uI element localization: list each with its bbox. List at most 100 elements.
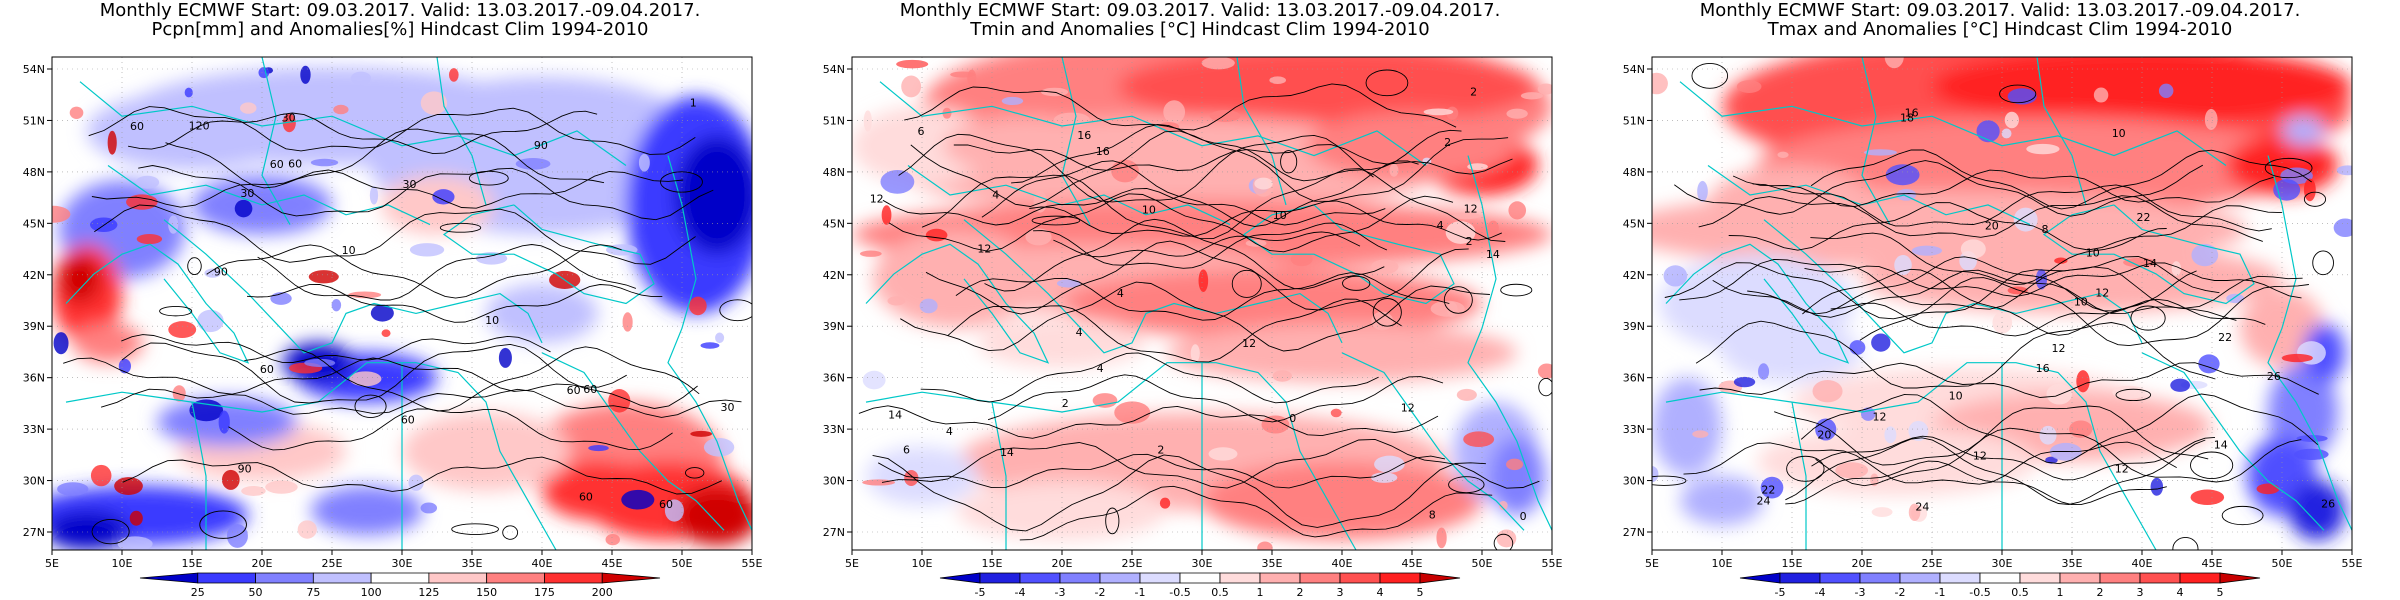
lat-label: 45N: [1623, 217, 1645, 230]
colorbar-swatch: [1979, 572, 2021, 584]
lat-label: 30N: [823, 475, 845, 488]
contour-ring: [199, 510, 247, 539]
colorbar-label: -2: [1895, 586, 1906, 599]
anomaly-patch: [1272, 370, 1292, 382]
contour-ring: [2312, 250, 2334, 276]
anomaly-shading: [1652, 57, 2352, 550]
lon-label: 25E: [1922, 557, 1943, 570]
contour-label: 60: [130, 120, 144, 133]
contour-label: 10: [485, 314, 499, 327]
anomaly-patch: [1812, 380, 1843, 403]
contour-ring: [2303, 191, 2327, 207]
anomaly-patch: [2004, 111, 2019, 129]
anomaly-region: [1932, 57, 2352, 127]
contour-line: [88, 106, 696, 155]
anomaly-patch: [1371, 259, 1399, 275]
contour-label: 12: [870, 192, 884, 205]
anomaly-patch: [2039, 425, 2057, 445]
colorbar-swatch: [1059, 572, 1101, 584]
coastline: [541, 352, 725, 531]
contour-label: 8: [2041, 223, 2048, 236]
colorbar-label: -3: [1855, 586, 1866, 599]
colorbar-swatch: [1339, 572, 1381, 584]
anomaly-patch: [2045, 456, 2058, 464]
lat-label: 39N: [1623, 320, 1645, 333]
anomaly-patch: [880, 169, 915, 194]
anomaly-patch: [2046, 383, 2072, 405]
anomaly-patch: [950, 71, 976, 78]
lon-label: 45E: [2202, 557, 2223, 570]
contour-label: 10: [2074, 296, 2088, 309]
anomaly-patch: [107, 130, 117, 155]
anomaly-patch: [1896, 189, 1917, 201]
contour-label: 10: [1142, 204, 1156, 217]
anomaly-region: [866, 446, 978, 506]
colorbar-label: -4: [1815, 586, 1826, 599]
colorbar-swatch: [939, 572, 981, 584]
contours: [858, 69, 1552, 550]
contour-label: 20: [1817, 429, 1831, 442]
colorbar-swatch: [1179, 572, 1221, 584]
contour-ring: [2221, 505, 2264, 526]
colorbar-swatch: [255, 572, 314, 584]
anomaly-patch: [90, 464, 112, 487]
colorbar-swatch: [1739, 572, 1781, 584]
colorbar-label: -4: [1015, 586, 1026, 599]
contour-line: [1815, 427, 2302, 487]
anomaly-patch: [2190, 489, 2225, 506]
lon-label: 50E: [2272, 557, 2293, 570]
anomaly-patch: [622, 312, 633, 332]
anomaly-patch: [265, 480, 298, 494]
contour-label: 12: [1464, 203, 1478, 216]
anomaly-region: [59, 254, 101, 304]
contour-ring: [1372, 298, 1402, 327]
lat-label: 33N: [23, 423, 45, 436]
coastline: [107, 165, 431, 226]
contour-line: [953, 144, 1513, 175]
anomaly-patch: [1257, 541, 1273, 550]
contour-label: 22: [2136, 211, 2150, 224]
anomaly-patch: [515, 158, 551, 170]
contour-line: [947, 298, 1402, 363]
coastline: [963, 219, 1343, 354]
anomaly-patch: [1371, 311, 1394, 331]
anomaly-patch: [126, 194, 158, 210]
colorbar-label: -2: [1095, 586, 1106, 599]
colorbar-label: -3: [1055, 586, 1066, 599]
lat-label: 51N: [23, 114, 45, 127]
contour-line: [1019, 485, 1493, 541]
anomaly-patch: [114, 477, 143, 495]
colorbar-label: 3: [1337, 586, 1344, 599]
anomaly-patch: [863, 110, 872, 132]
anomaly-patch: [2171, 261, 2182, 276]
coastline: [79, 81, 627, 166]
anomaly-patch: [1777, 151, 1789, 158]
anomaly-patch: [1100, 433, 1125, 448]
contour-line: [122, 456, 722, 495]
contour-label: 4: [946, 425, 953, 438]
anomaly-patch: [2204, 108, 2218, 130]
colorbar-swatch: [2099, 572, 2141, 584]
anomaly-patch: [896, 59, 929, 69]
anomaly-patch: [331, 298, 342, 312]
contour-label: 12: [2115, 463, 2129, 476]
contour-line: [1774, 405, 2209, 466]
anomaly-patch: [2273, 179, 2301, 201]
anomaly-region: [675, 485, 752, 546]
anomaly-patch: [588, 445, 609, 452]
lat-label: 51N: [1623, 114, 1645, 127]
coastline: [2141, 352, 2325, 531]
anomaly-patch: [348, 291, 382, 299]
contour-ring: [159, 306, 193, 317]
anomaly-patch: [1849, 340, 1866, 355]
colorbar-label: -5: [1775, 586, 1786, 599]
coastline: [436, 57, 487, 206]
lon-label: 5E: [45, 557, 59, 570]
contour-ring: [685, 467, 705, 479]
anomaly-patch: [310, 158, 339, 167]
anomaly-patch: [182, 146, 199, 159]
anomaly-region: [311, 485, 423, 536]
anomaly-patch: [308, 270, 339, 284]
